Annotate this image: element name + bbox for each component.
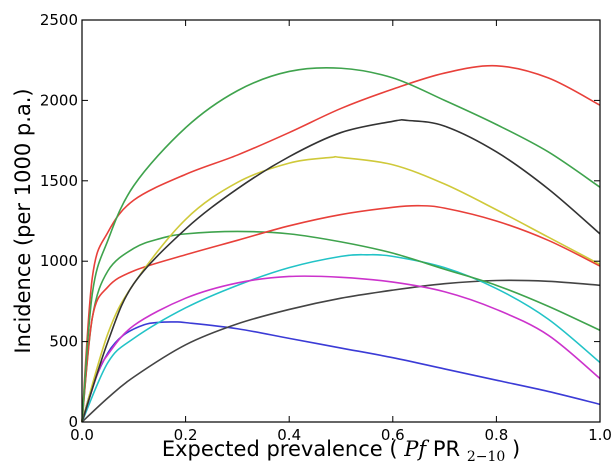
- series-line-8: [81, 119, 601, 423]
- x-tick-label: 0.4: [277, 426, 301, 444]
- x-axis-label-subscript: 2−10: [467, 449, 505, 465]
- ticks-layer: 0.0 0.2 0.4 0.6 0.8 1.0 0 500 1000 1500 2000 2500: [40, 11, 612, 444]
- y-tick-label: 500: [49, 333, 78, 351]
- x-axis-label-close: ): [512, 437, 520, 461]
- series-line-5: [81, 230, 601, 423]
- series-line-2: [81, 279, 601, 423]
- series-line-9: [81, 64, 601, 423]
- y-axis-label: Incidence (per 1000 p.a.): [11, 88, 35, 353]
- series-line-4: [81, 275, 601, 423]
- y-tick-label: 0: [68, 413, 78, 431]
- y-tick-label: 1000: [40, 252, 78, 270]
- x-axis-label-open: (: [389, 437, 397, 461]
- y-tick-label: 1500: [40, 172, 78, 190]
- x-axis-label: Expected prevalence ( Pf PR 2−10 ): [162, 437, 520, 466]
- y-tick-label: 2000: [40, 91, 78, 109]
- series-line-7: [81, 155, 601, 423]
- series-line-10: [81, 66, 601, 423]
- x-axis-label-prefix: Expected prevalence: [162, 437, 390, 461]
- series-layer: [81, 64, 601, 423]
- x-tick-label: 0.6: [381, 426, 405, 444]
- series-line-6: [81, 204, 601, 423]
- x-axis-label-italic: Pf: [403, 437, 429, 461]
- plot-frame: [81, 19, 601, 423]
- x-tick-label: 0.8: [484, 426, 508, 444]
- x-tick-label: 0.2: [174, 426, 198, 444]
- series-line-3: [81, 253, 601, 423]
- x-tick-label: 0.0: [70, 426, 94, 444]
- x-tick-label: 1.0: [588, 426, 612, 444]
- y-tick-label: 2500: [40, 11, 78, 29]
- series-line-1: [81, 321, 601, 423]
- x-axis-label-roman: PR: [433, 437, 460, 461]
